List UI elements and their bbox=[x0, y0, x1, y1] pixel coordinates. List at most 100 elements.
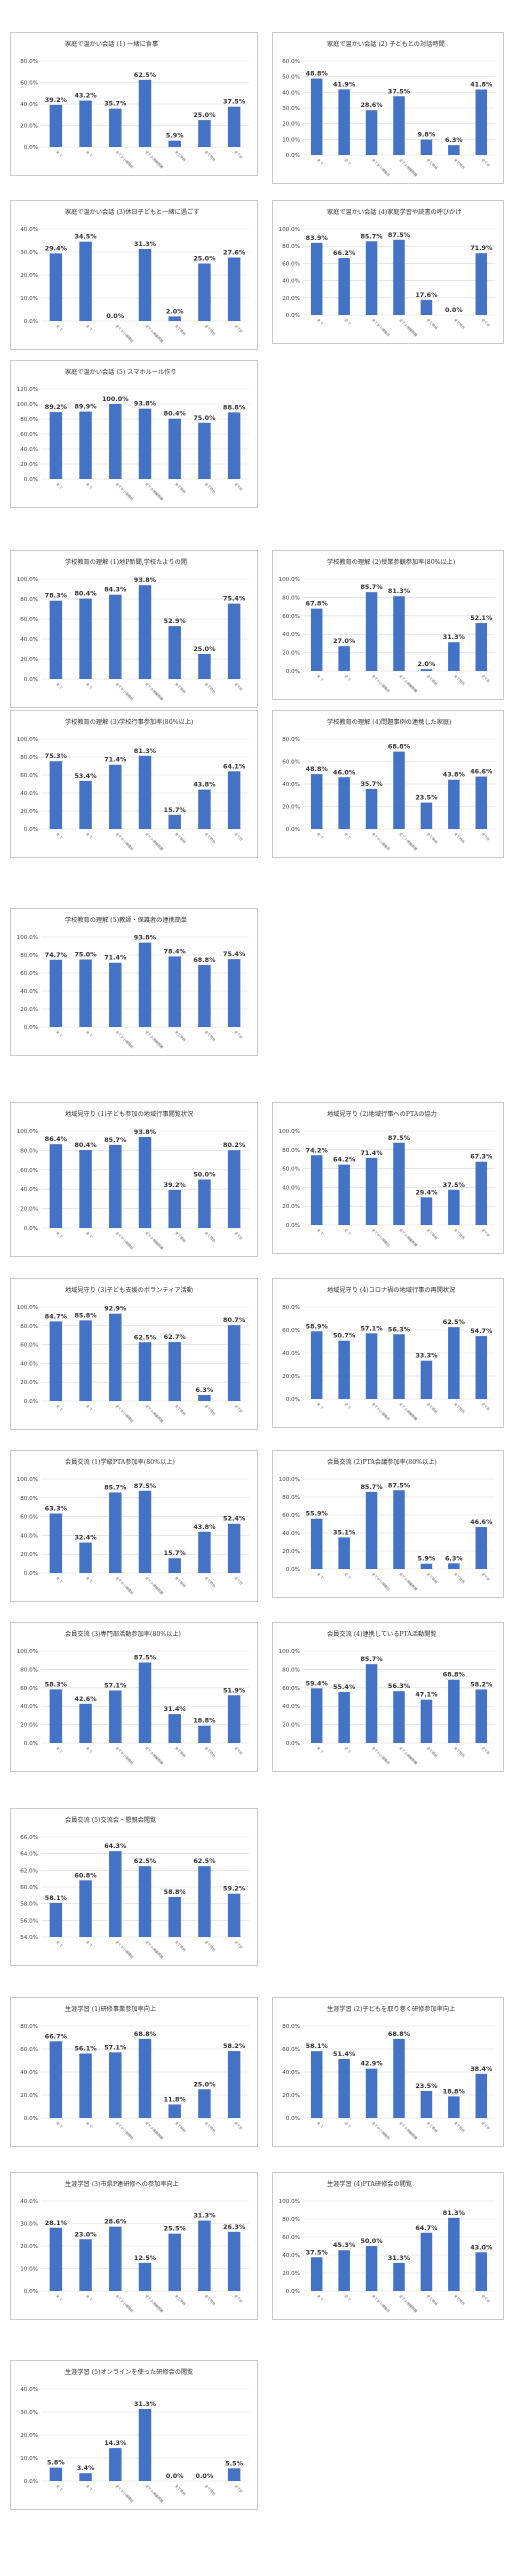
x-category-label: 全て単純 bbox=[174, 831, 188, 845]
x-category-label: 全て特色 bbox=[453, 2293, 467, 2307]
bar-chart: 生涯学習 (1)研修事業参加率向上 0.0% 20.0% 40.0% 60.0% 80.0… bbox=[20, 2005, 249, 2141]
y-tick-label: 40.0% bbox=[20, 1704, 38, 1710]
x-category-label: 全て特色 bbox=[453, 1745, 467, 1759]
bar-chart: 会員交流 (2)PTA会議参加率(80%以上) 0.0% 20.0% 40.0% 60.… bbox=[279, 1458, 495, 1592]
y-tick-label: 20.0% bbox=[20, 1007, 38, 1013]
data-label: 38.4% bbox=[470, 2065, 493, 2073]
x-category-label: 全 て bbox=[316, 1227, 325, 1236]
y-tick-label: 40.0% bbox=[20, 227, 38, 233]
y-tick-label: 100.0% bbox=[279, 1649, 300, 1655]
chart-title: 家庭で温かい会話 (1) 一緒に食事 bbox=[65, 40, 158, 48]
data-label: 62.5% bbox=[193, 1857, 216, 1865]
data-label: 28.1% bbox=[45, 2219, 68, 2227]
x-category-label: 全て計 bbox=[481, 1227, 492, 1238]
y-tick-label: 20.0% bbox=[20, 657, 38, 663]
bar bbox=[49, 1689, 63, 1743]
data-label: 5.9% bbox=[418, 1555, 436, 1563]
x-category-label: 全て単純 bbox=[174, 2120, 188, 2134]
x-category-label: 全て計 bbox=[481, 831, 492, 842]
chart-title: 生涯学習 (4)PTA研修会の閲覧 bbox=[327, 2180, 412, 2188]
data-label: 62.5% bbox=[134, 71, 157, 79]
data-label: 87.5% bbox=[134, 1654, 157, 1662]
bar bbox=[475, 1689, 488, 1743]
y-tick-label: 40.0% bbox=[20, 989, 38, 995]
bar bbox=[393, 2262, 405, 2291]
bar bbox=[475, 253, 488, 315]
data-label: 68.8% bbox=[134, 2030, 157, 2038]
y-tick-label: 60.0% bbox=[20, 971, 38, 977]
y-tick-label: 0.0% bbox=[286, 2116, 300, 2122]
x-category-label: 全 て bbox=[85, 323, 94, 332]
x-category-label: 全て特色 bbox=[453, 1401, 467, 1415]
bar bbox=[310, 774, 323, 829]
y-tick-label: 0.0% bbox=[24, 477, 38, 483]
chart-title: 地域見守り (3)子ども支援のボランティア活動 bbox=[65, 1286, 193, 1294]
data-label: 64.2% bbox=[333, 1156, 356, 1164]
data-label: 35.1% bbox=[333, 1528, 356, 1536]
x-category-label: 全 て bbox=[55, 1939, 64, 1948]
bar bbox=[109, 1313, 122, 1401]
y-tick-label: 58.0% bbox=[20, 1902, 38, 1908]
x-category-label: 全て小規模教職 bbox=[144, 1575, 165, 1596]
chart-title: 生涯学習 (5)オンラインを使った研修会の閲覧 bbox=[65, 2368, 193, 2376]
y-tick-label: 20.0% bbox=[282, 1549, 300, 1555]
y-tick-label: 100.0% bbox=[17, 1649, 38, 1655]
y-tick-label: 10.0% bbox=[20, 296, 38, 302]
x-category-label: 全 て bbox=[85, 2483, 94, 2492]
data-label: 85.7% bbox=[104, 1136, 127, 1144]
data-label: 55.4% bbox=[333, 1683, 356, 1691]
chart-panel: 生涯学習 (3)市県P連研修への参加率向上 0.0% 10.0% 20.0% 30.0%… bbox=[10, 2172, 258, 2320]
y-tick-label: 60.0% bbox=[20, 1686, 38, 1692]
bar bbox=[420, 1360, 433, 1399]
data-label: 37.5% bbox=[306, 2248, 329, 2256]
data-label: 37.5% bbox=[443, 1181, 466, 1189]
x-category-label: 全 て bbox=[316, 1401, 325, 1410]
y-tick-label: 100.0% bbox=[17, 1129, 38, 1135]
x-category-label: 全てが小規模校 bbox=[371, 1401, 392, 1422]
data-label: 2.0% bbox=[418, 660, 436, 668]
x-category-label: 全てが小規模校 bbox=[115, 323, 136, 344]
bar bbox=[475, 1336, 488, 1399]
y-tick-label: 40.0% bbox=[282, 90, 300, 96]
data-label: 89.9% bbox=[74, 403, 97, 411]
chart-title: 生涯学習 (1)研修事業参加率向上 bbox=[65, 2005, 156, 2013]
x-category-label: 全て小規模教職 bbox=[144, 149, 165, 170]
data-label: 18.8% bbox=[193, 1717, 216, 1725]
bar bbox=[475, 2252, 488, 2291]
bar-chart: 生涯学習 (5)オンラインを使った研修会の閲覧 0.0% 10.0% 20.0% 30.… bbox=[20, 2368, 249, 2504]
y-tick-label: 0.0% bbox=[24, 1571, 38, 1577]
x-category-label: 全て特色 bbox=[453, 157, 467, 171]
data-label: 41.9% bbox=[333, 80, 356, 88]
chart-panel: 家庭で温かい会話 (5) スマホルール作り 0.0% 20.0% 40.0% 60.0%… bbox=[10, 360, 258, 508]
bar bbox=[49, 1144, 63, 1228]
data-label: 15.7% bbox=[164, 1549, 187, 1557]
y-tick-label: 40.0% bbox=[20, 1533, 38, 1539]
bar bbox=[168, 814, 181, 829]
y-tick-label: 20.0% bbox=[282, 2271, 300, 2277]
x-category-label: 全て計 bbox=[481, 317, 492, 328]
data-label: 50.0% bbox=[193, 1171, 216, 1179]
bar bbox=[338, 258, 350, 315]
x-category-label: 全て計 bbox=[481, 2120, 492, 2131]
y-tick-label: 40.0% bbox=[20, 2070, 38, 2076]
data-label: 35.7% bbox=[104, 100, 127, 108]
bar bbox=[420, 2090, 433, 2118]
x-category-label: 全て特色 bbox=[204, 1745, 218, 1759]
bar bbox=[393, 1691, 405, 1743]
x-category-label: 全て単純 bbox=[174, 681, 188, 695]
y-tick-label: 60.0% bbox=[282, 1686, 300, 1692]
x-category-label: 全てが小規模校 bbox=[115, 1230, 136, 1251]
data-label: 48.8% bbox=[306, 70, 329, 78]
bar bbox=[198, 789, 211, 829]
y-tick-label: 54.0% bbox=[20, 1935, 38, 1941]
bar bbox=[109, 594, 122, 679]
bar bbox=[365, 2246, 378, 2291]
y-tick-label: 100.0% bbox=[279, 227, 300, 233]
bar bbox=[338, 2250, 350, 2291]
data-label: 64.3% bbox=[104, 1842, 127, 1850]
bar bbox=[138, 2409, 152, 2481]
y-tick-label: 40.0% bbox=[282, 782, 300, 788]
data-label: 62.5% bbox=[134, 1333, 157, 1341]
bar bbox=[109, 2052, 122, 2118]
x-category-label: 全て小規模教職 bbox=[398, 1227, 419, 1248]
